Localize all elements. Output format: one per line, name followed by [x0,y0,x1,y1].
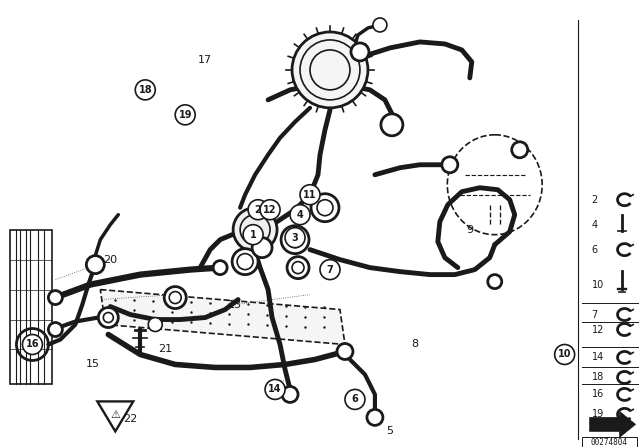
Circle shape [175,105,195,125]
Circle shape [512,142,528,158]
Polygon shape [589,411,636,437]
Circle shape [233,208,277,252]
Circle shape [290,205,310,225]
Text: 2: 2 [255,205,262,215]
Text: 22: 22 [123,414,138,424]
Text: 20: 20 [103,254,117,265]
Text: 2: 2 [591,195,598,205]
Text: 3: 3 [292,233,298,243]
Circle shape [285,228,305,248]
Circle shape [148,318,162,332]
Circle shape [49,323,62,336]
Text: 18: 18 [591,372,604,383]
Circle shape [86,256,104,274]
Circle shape [248,200,268,220]
Text: 14: 14 [591,353,604,362]
Circle shape [24,336,40,353]
Circle shape [292,32,368,108]
Text: 19: 19 [179,110,192,120]
Text: 11: 11 [303,190,317,200]
Circle shape [300,185,320,205]
Text: 5: 5 [387,426,394,436]
Text: 10: 10 [558,349,572,359]
Polygon shape [100,289,345,345]
Text: 9: 9 [466,224,474,235]
Text: 12: 12 [591,324,604,335]
Bar [589,439,636,448]
Circle shape [49,291,62,305]
Text: 18: 18 [138,85,152,95]
Circle shape [367,409,383,426]
Circle shape [381,114,403,136]
Circle shape [287,257,309,279]
Circle shape [265,379,285,400]
Text: 1: 1 [250,230,257,240]
Circle shape [252,237,272,258]
Text: ⚠: ⚠ [110,410,120,420]
Circle shape [243,225,263,245]
Text: 10: 10 [591,280,604,289]
Circle shape [488,275,502,289]
Circle shape [281,226,309,254]
Circle shape [135,80,156,100]
Text: 4: 4 [591,220,598,230]
Circle shape [311,194,339,222]
Circle shape [22,335,42,354]
Circle shape [232,249,258,275]
Text: 16: 16 [26,340,39,349]
Bar [582,437,637,448]
Text: 21: 21 [158,345,172,354]
Text: 14: 14 [268,384,282,394]
Circle shape [164,287,186,309]
Text: 6: 6 [351,394,358,405]
Text: 00274804: 00274804 [590,438,627,447]
Circle shape [555,345,575,365]
Circle shape [442,157,458,173]
Circle shape [260,200,280,220]
Text: 15: 15 [85,359,99,370]
Text: 7: 7 [326,265,333,275]
Text: 6: 6 [591,245,598,254]
Circle shape [373,18,387,32]
Circle shape [345,389,365,409]
Text: 7: 7 [591,310,598,319]
Circle shape [320,260,340,280]
Bar [10,230,52,384]
Circle shape [213,261,227,275]
Circle shape [99,308,118,327]
Circle shape [337,344,353,359]
Text: 4: 4 [297,210,303,220]
Text: 8: 8 [412,340,419,349]
Text: 19: 19 [591,409,604,419]
Text: 13: 13 [228,300,242,310]
Text: 17: 17 [198,55,212,65]
Circle shape [282,387,298,402]
Text: 16: 16 [591,389,604,400]
Text: 12: 12 [263,205,277,215]
Circle shape [351,43,369,61]
